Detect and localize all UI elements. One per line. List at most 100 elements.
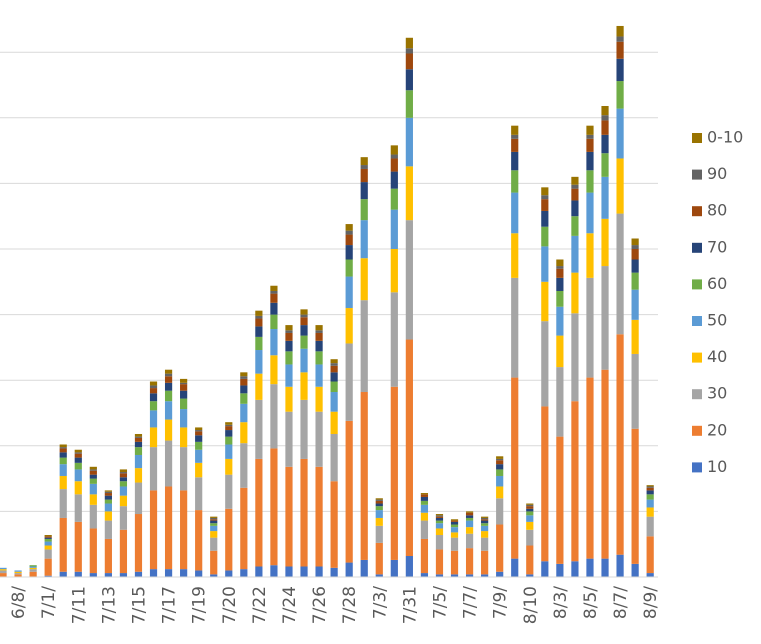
bar-segment [195,477,203,511]
bar-segment [59,475,67,490]
bar-segment [300,309,308,315]
bar-segment [465,517,474,521]
bar-segment [586,170,594,193]
bar-segment [149,388,158,394]
bar-segment [300,372,308,400]
bar-segment [405,117,413,167]
bar-segment [195,462,203,478]
bar-segment [330,381,338,393]
bar-segment [104,573,112,577]
bar-segment [465,520,474,528]
bar-segment [450,527,459,533]
bar-segment [496,464,504,470]
bar-segment [435,523,444,529]
bar-segment [616,158,624,214]
legend-label: 80 [707,201,727,220]
bar-segment [435,516,444,518]
bar-segment [134,441,143,448]
bar-segment [0,573,7,577]
bar-segment [74,494,82,522]
bar-segment [450,520,459,522]
bar-segment [646,516,654,537]
bar-segment [601,115,609,121]
bar-segment [390,158,398,172]
bar-segment [631,238,639,246]
bar-segment [255,566,263,577]
bar-segment [59,447,67,449]
bar-segment [390,209,398,249]
bar-segment [210,525,218,532]
bar-segment [360,258,368,301]
x-tick-label: 8/5/ [581,586,601,619]
bar-segment [375,500,383,504]
bar-segment [59,489,67,518]
bar-segment [149,385,158,389]
bar-segment [435,528,444,536]
bar-segment [586,277,594,378]
bar-segment [571,216,579,236]
bar-segment [255,310,263,316]
bar-segment [119,495,128,507]
bar-segment [390,559,398,577]
x-tick-label: 7/26 [310,586,330,624]
bar-segment [149,490,158,570]
bar-segment [225,430,233,437]
bar-segment [556,266,564,269]
bar-segment [44,538,52,542]
bar-segment [556,306,564,336]
bar-segment [255,373,263,400]
bar-segment [270,355,278,385]
bar-segment [104,503,112,512]
bar-segment [180,398,188,410]
bar-segment [74,462,82,470]
bar-segment [149,447,158,491]
bar-segment [496,456,504,459]
bar-segment [556,268,564,278]
bar-segment [646,487,654,491]
bar-segment [420,496,429,501]
bar-segment [119,477,128,482]
bar-segment [390,154,398,159]
bar-segment [29,571,37,577]
bar-segment [435,520,444,524]
bar-segment [300,317,308,326]
bar-segment [390,171,398,189]
bar-segment [496,571,504,577]
bar-segment [210,574,218,577]
x-tick-label: 7/17 [160,586,180,624]
bar-segment [526,521,534,530]
legend-swatch [692,462,702,473]
bar-segment [134,447,143,455]
bar-segment [511,558,519,577]
bar-segment [240,378,248,386]
bar-segment [74,469,82,482]
bar-segment [405,90,413,118]
legend-label: 70 [707,237,727,256]
bar-segment [164,373,173,377]
bar-segment [180,490,188,570]
bar-segment [134,482,143,515]
bar-segment [435,574,444,577]
bar-segment [300,348,308,373]
bar-segment [511,233,519,278]
x-tick-label: 7/11 [69,586,89,624]
bar-segment [360,199,368,221]
bar-segment [134,454,143,469]
bar-segment [195,570,203,577]
bar-segment [240,372,248,377]
bar-segment [511,277,519,378]
bar-segment [420,493,429,495]
bar-segment [195,441,203,450]
bar-segment [631,319,639,354]
bar-segment [390,145,398,155]
bar-segment [571,401,579,562]
bar-segment [285,364,293,387]
legend-label: 90 [707,164,727,183]
x-tick-label: 7/22 [250,586,270,624]
bar-segment [134,514,143,572]
bar-segment [240,569,248,577]
bar-segment [616,36,624,42]
bar-segment [435,535,444,550]
bar-segment [405,220,413,340]
legend-label: 20 [707,420,727,439]
